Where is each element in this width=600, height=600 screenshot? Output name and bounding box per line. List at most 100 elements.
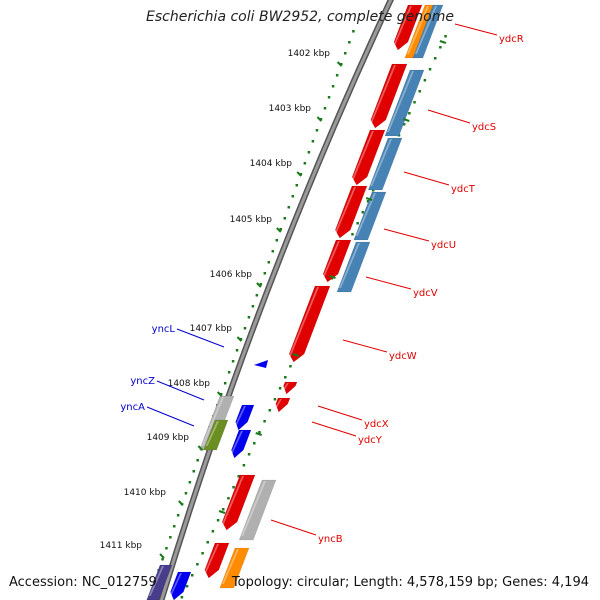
tick-label: 1402 kbp [288, 49, 331, 59]
tick-label: 1406 kbp [210, 270, 253, 280]
track-dot [279, 228, 283, 231]
track-dot [303, 162, 307, 165]
track-dot [402, 123, 406, 126]
tick-label: 1410 kbp [124, 488, 167, 498]
topology-label: Topology: circular; Length: 4,578,159 bp… [231, 575, 589, 590]
cog-orange-block-shine [406, 6, 429, 54]
gene-ydcU-block [335, 185, 368, 239]
track-dot [291, 195, 295, 198]
track-dot [259, 283, 263, 286]
track-dot [413, 101, 416, 104]
accession-label: Accession: NC_012759 [9, 575, 157, 590]
cog-grey-block-shine [241, 481, 266, 536]
cog-blue-block [336, 241, 371, 293]
gene-label: ydcY [358, 435, 383, 446]
tick-mark [292, 353, 300, 357]
gene-label: ydcS [472, 122, 496, 133]
track-dot [196, 563, 199, 566]
track-dot [231, 360, 235, 363]
track-dot [263, 272, 267, 275]
track-dot [172, 525, 176, 528]
label-leader [383, 228, 430, 242]
track-dot [185, 585, 189, 588]
tick-mark [296, 171, 302, 177]
track-dot [444, 35, 447, 38]
track-dot [428, 68, 432, 71]
gene-ydcV-block-shine [322, 241, 340, 278]
tick-mark [159, 553, 165, 559]
track-dot [408, 112, 411, 115]
tick-label: 1409 kbp [147, 433, 190, 443]
gene-ydcY-block-shine [274, 399, 282, 408]
track-dot [176, 514, 180, 517]
tick-label: 1404 kbp [250, 159, 293, 169]
track-dot [268, 409, 272, 412]
label-leader [270, 519, 317, 536]
tick-mark [178, 500, 184, 506]
track-dot [251, 305, 255, 308]
track-dot [418, 90, 421, 93]
tick-label: 1405 kbp [230, 215, 273, 225]
track-dot [351, 233, 354, 236]
track-dot [356, 222, 359, 225]
track-dot [161, 558, 164, 561]
cog-blue-block-shine [355, 193, 376, 236]
track-dot [232, 486, 235, 489]
label-leader [311, 421, 357, 437]
gene-ydcT-block [351, 129, 386, 186]
tick-mark [336, 61, 343, 67]
track-dot [223, 382, 227, 385]
track-dot [211, 530, 215, 533]
track-dot [255, 294, 259, 297]
gene-yncZ-block-shine [234, 406, 246, 426]
gene-ydcR-block [393, 4, 423, 51]
gene-label: ydcR [499, 34, 524, 45]
gene-ydcW-block [288, 285, 331, 363]
track-dot [216, 519, 220, 522]
label-leader [342, 339, 388, 353]
cog-blue-block-shine [386, 71, 414, 132]
track-dot [327, 96, 331, 99]
cog-purple-block [146, 564, 173, 600]
cog-blue-block [367, 137, 403, 191]
track-dot [335, 74, 339, 77]
tick-mark [197, 445, 204, 451]
track-dot [271, 250, 275, 253]
track-dot [278, 387, 282, 390]
label-leader [146, 406, 195, 427]
track-dot [275, 239, 279, 242]
tick-label: 1407 kbp [190, 324, 233, 334]
track-dot [180, 596, 184, 599]
track-dot [284, 376, 287, 379]
track-dot [201, 552, 204, 555]
track-dot [289, 365, 292, 368]
genome-backbone [158, 0, 394, 600]
track-dot [307, 151, 311, 154]
tick-mark [329, 275, 336, 279]
gene-yncA-block-shine [230, 431, 243, 454]
cog-purple-block-shine [148, 566, 164, 596]
gene-ydcT-block-shine [351, 131, 374, 181]
track-dot [263, 420, 266, 423]
track-dot [237, 475, 240, 478]
track-dot [287, 206, 291, 209]
tick-mark [316, 116, 323, 122]
gene-label: ydcU [431, 240, 456, 251]
gene-yncZ-block [235, 404, 255, 431]
cog-blue-block-shine [339, 243, 360, 288]
gene-ydcW-block-shine [288, 287, 319, 358]
track-dot [273, 398, 277, 401]
gene-yncL-block [254, 360, 268, 368]
genome-title: Escherichia coli BW2952, complete genome [146, 9, 454, 25]
gene-label: ydcT [451, 184, 476, 195]
track-dot [348, 41, 351, 44]
gene-label: ydcV [413, 288, 438, 299]
track-dot [344, 52, 347, 55]
track-dot [242, 464, 246, 467]
track-dot [184, 492, 188, 495]
tick-label: 1408 kbp [168, 379, 211, 389]
label-leader [427, 109, 471, 124]
track-dot [190, 574, 194, 577]
